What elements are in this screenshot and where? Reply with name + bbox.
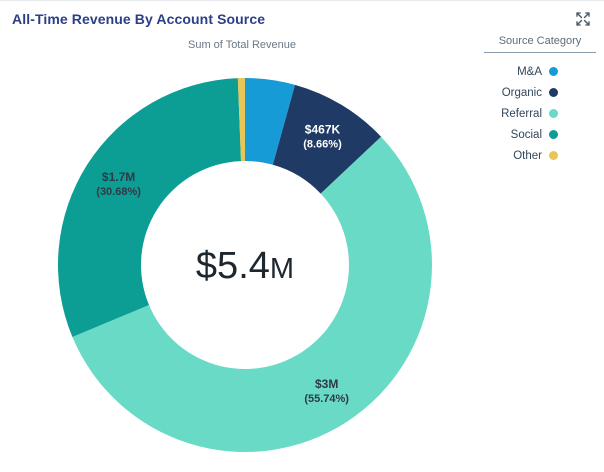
- expand-icon[interactable]: [576, 12, 590, 26]
- donut-slice-referral[interactable]: [72, 136, 432, 452]
- slice-label-organic: $467K (8.66%): [303, 123, 342, 151]
- legend: Source Category M&A Organic Referral Social…: [484, 27, 604, 472]
- legend-label: Other: [513, 149, 542, 162]
- legend-swatch: [549, 109, 558, 118]
- widget-header: All-Time Revenue By Account Source: [0, 1, 604, 27]
- legend-title: Source Category: [484, 35, 596, 53]
- donut-center-label: $5.4M: [196, 245, 294, 287]
- slice-label-referral: $3M (55.74%): [304, 377, 349, 405]
- legend-swatch: [549, 130, 558, 139]
- donut-slice-organic[interactable]: [272, 84, 382, 194]
- legend-swatch: [549, 151, 558, 160]
- legend-item-referral[interactable]: Referral: [484, 103, 596, 124]
- widget-title: All-Time Revenue By Account Source: [12, 11, 266, 27]
- donut-slice-other[interactable]: [237, 78, 245, 162]
- legend-label: Social: [510, 128, 542, 141]
- widget-body: Sum of Total Revenue $467K (8.66%) $3M (55.…: [0, 27, 604, 472]
- legend-label: Organic: [501, 86, 542, 99]
- legend-label: M&A: [517, 65, 542, 78]
- legend-item-organic[interactable]: Organic: [484, 82, 596, 103]
- legend-item-social[interactable]: Social: [484, 124, 596, 145]
- legend-item-m-a[interactable]: M&A: [484, 61, 596, 82]
- donut-slice-m-a[interactable]: [245, 78, 296, 165]
- legend-items: M&A Organic Referral Social Other: [484, 61, 596, 166]
- chart-area: Sum of Total Revenue $467K (8.66%) $3M (55.…: [0, 27, 484, 472]
- donut-slice-social[interactable]: [57, 78, 242, 337]
- slice-label-social: $1.7M (30.68%): [96, 170, 141, 198]
- legend-item-other[interactable]: Other: [484, 145, 596, 166]
- legend-label: Referral: [501, 107, 542, 120]
- legend-swatch: [549, 67, 558, 76]
- donut-chart: $467K (8.66%) $3M (55.74%) $1.7M (30.68%) $5.4…: [57, 78, 432, 452]
- chart-subtitle: Sum of Total Revenue: [187, 39, 297, 51]
- legend-swatch: [549, 88, 558, 97]
